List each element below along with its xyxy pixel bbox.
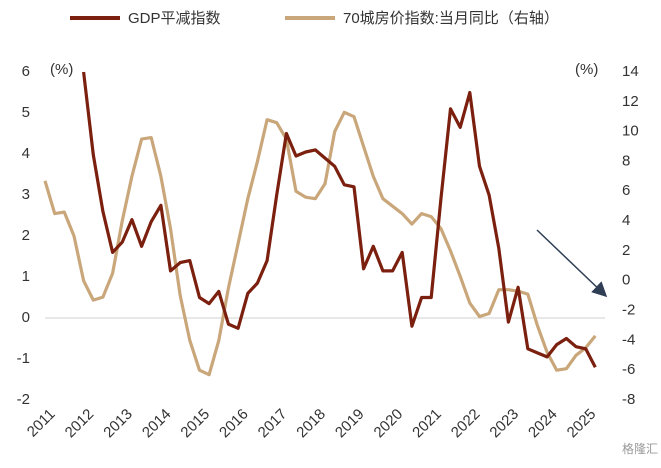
y2-tick-label: -2	[622, 302, 635, 319]
x-tick-label: 2014	[139, 406, 175, 442]
legend-label: 70城房价指数:当月同比（右轴）	[343, 10, 559, 27]
x-tick-label: 2023	[486, 406, 522, 442]
x-tick-label: 2015	[177, 406, 213, 442]
x-tick-label: 2019	[332, 406, 368, 442]
x-tick-label: 2012	[62, 406, 98, 442]
y-tick-label: 4	[22, 145, 30, 162]
x-tick-label: 2020	[371, 406, 407, 442]
left-unit: (%)	[50, 61, 73, 78]
x-tick-label: 2018	[293, 406, 329, 442]
x-tick-label: 2025	[564, 406, 600, 442]
y2-tick-label: 6	[622, 182, 630, 199]
x-tick-label: 2024	[525, 406, 561, 442]
series-line	[43, 110, 597, 377]
y-tick-label: 3	[22, 186, 30, 203]
trend-arrow	[536, 229, 608, 298]
y2-tick-label: 10	[622, 123, 639, 140]
x-tick-label: 2016	[216, 406, 252, 442]
watermark: 格隆汇	[622, 441, 658, 456]
y2-tick-label: -6	[622, 361, 635, 378]
y-tick-label: -1	[17, 350, 30, 367]
x-tick-label: 2022	[448, 406, 484, 442]
right-unit: (%)	[575, 61, 598, 78]
series-line	[82, 71, 597, 368]
y2-tick-label: 2	[622, 242, 630, 259]
y-tick-label: 2	[22, 227, 30, 244]
x-tick-label: 2017	[255, 406, 291, 442]
y-tick-label: 6	[22, 63, 30, 80]
y2-tick-label: 4	[622, 212, 630, 229]
y2-tick-label: -4	[622, 331, 635, 348]
y-tick-label: -2	[17, 391, 30, 408]
y-tick-label: 0	[22, 309, 30, 326]
legend-label: GDP平减指数	[128, 10, 221, 27]
y2-tick-label: 8	[622, 152, 630, 169]
y2-tick-label: 12	[622, 93, 639, 110]
y2-tick-label: -8	[622, 391, 635, 408]
y-tick-label: 1	[22, 268, 30, 285]
y-tick-label: 5	[22, 104, 30, 121]
y2-tick-label: 14	[622, 63, 639, 80]
y2-tick-label: 0	[622, 272, 630, 289]
x-tick-label: 2011	[24, 406, 59, 441]
x-tick-label: 2021	[409, 406, 445, 442]
x-tick-label: 2013	[100, 406, 136, 442]
